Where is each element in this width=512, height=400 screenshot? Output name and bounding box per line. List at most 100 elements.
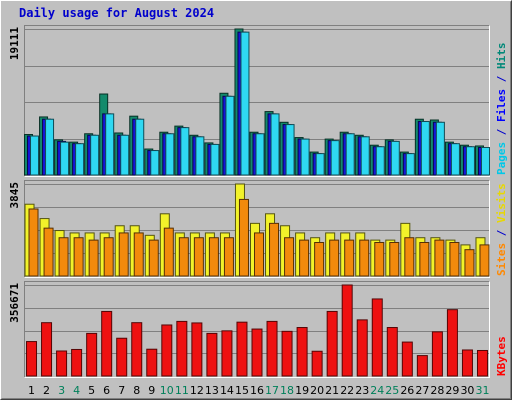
x-tick-day-7: 7 [118, 384, 125, 397]
legend-entry: / [495, 69, 508, 89]
x-tick-day-1: 1 [28, 384, 35, 397]
x-tick-day-3: 3 [58, 384, 65, 397]
bar-pages-day-5 [90, 134, 100, 176]
x-tick-day-24: 24 [370, 384, 384, 397]
bar-pages-day-11 [180, 127, 190, 176]
bar-kbytes-day-8 [131, 322, 143, 377]
bar-kbytes-day-9 [146, 348, 158, 377]
bar-sites-day-11 [178, 237, 189, 277]
bar-kbytes-day-24 [371, 298, 383, 377]
bar-sites-day-8 [133, 232, 144, 277]
bar-sites-day-15 [238, 198, 249, 277]
bar-pages-day-25 [390, 140, 400, 176]
bar-kbytes-day-5 [86, 332, 98, 377]
bar-sites-day-22 [344, 239, 355, 277]
plot-border-light [24, 25, 490, 177]
bar-pages-day-18 [285, 124, 295, 176]
bar-pages-day-23 [360, 136, 370, 176]
bar-sites-day-23 [359, 239, 370, 277]
bar-kbytes-day-7 [116, 337, 128, 377]
bar-pages-day-17 [270, 113, 280, 176]
bar-pages-day-12 [195, 136, 205, 176]
x-tick-day-2: 2 [43, 384, 50, 397]
x-tick-day-31: 31 [475, 384, 489, 397]
bar-kbytes-day-25 [386, 327, 398, 377]
x-tick-day-14: 14 [220, 384, 234, 397]
bar-sites-day-25 [389, 242, 400, 277]
bar-kbytes-day-2 [41, 322, 53, 377]
bar-pages-day-22 [345, 133, 355, 176]
bar-sites-day-27 [419, 242, 430, 277]
bar-sites-day-5 [88, 239, 99, 277]
bar-sites-day-28 [434, 239, 445, 277]
bar-sites-day-2 [43, 227, 54, 277]
bar-pages-day-27 [420, 121, 430, 176]
bar-kbytes-day-6 [101, 310, 113, 377]
bar-pages-day-26 [405, 153, 415, 176]
bar-kbytes-day-15 [236, 321, 248, 377]
bar-kbytes-day-21 [326, 310, 338, 377]
bar-kbytes-day-19 [296, 327, 308, 377]
panel-kbytes: 356671 KBytes [8, 281, 508, 378]
bar-pages-day-3 [60, 141, 70, 176]
bar-pages-day-15 [240, 31, 250, 176]
x-tick-day-21: 21 [325, 384, 339, 397]
x-tick-day-18: 18 [280, 384, 294, 397]
chart-title: Daily usage for August 2024 [19, 6, 214, 20]
bar-pages-day-30 [465, 146, 475, 176]
bar-sites-day-10 [163, 227, 174, 277]
bar-kbytes-day-13 [206, 332, 218, 377]
bar-sites-day-31 [479, 244, 490, 277]
x-tick-day-12: 12 [190, 384, 204, 397]
x-tick-day-26: 26 [400, 384, 414, 397]
bar-kbytes-day-10 [161, 324, 173, 377]
legend-hits-files-pages: Pages / Files / Hits [495, 43, 508, 176]
legend-entry: Visits [495, 183, 508, 223]
bar-sites-day-21 [329, 239, 340, 277]
bar-kbytes-day-18 [281, 330, 293, 377]
bar-sites-day-6 [103, 237, 114, 277]
bar-sites-day-9 [148, 239, 159, 277]
x-tick-day-16: 16 [250, 384, 264, 397]
bar-pages-day-20 [315, 153, 325, 176]
x-tick-day-22: 22 [340, 384, 354, 397]
bar-sites-day-14 [223, 237, 234, 277]
bar-sites-day-13 [208, 237, 219, 277]
bar-kbytes-day-11 [176, 320, 188, 377]
bar-pages-day-14 [225, 95, 235, 176]
x-tick-day-29: 29 [445, 384, 459, 397]
legend-visits-sites: Sites / Visits [495, 183, 508, 276]
x-tick-day-5: 5 [88, 384, 95, 397]
bar-pages-day-8 [135, 118, 145, 176]
x-tick-day-6: 6 [103, 384, 110, 397]
bar-kbytes-day-29 [446, 309, 458, 377]
bar-pages-day-10 [165, 133, 175, 176]
plot-border-dark [24, 281, 490, 378]
x-tick-day-25: 25 [385, 384, 399, 397]
bar-pages-day-4 [75, 143, 85, 176]
bar-kbytes-day-22 [341, 284, 353, 377]
bar-pages-day-16 [255, 133, 265, 176]
bar-sites-day-30 [464, 249, 475, 277]
bar-pages-day-9 [150, 150, 160, 176]
bar-kbytes-day-3 [56, 350, 68, 377]
bar-kbytes-day-28 [431, 331, 443, 377]
y-max-label: 356671 [8, 283, 21, 323]
bar-sites-day-1 [28, 208, 39, 277]
plot-border-light [24, 180, 490, 278]
legend-entry: Files [495, 89, 508, 122]
bar-sites-day-24 [374, 242, 385, 277]
bar-kbytes-day-4 [71, 348, 83, 377]
bar-sites-day-20 [314, 242, 325, 277]
bar-pages-day-6 [105, 113, 115, 176]
y-max-label: 19111 [8, 27, 21, 60]
legend-entry: Sites [495, 243, 508, 276]
panel-hits-files-pages: 19111 Pages / Files / Hits [8, 25, 508, 177]
legend-entry: KBytes [495, 336, 508, 376]
bar-pages-day-2 [45, 118, 55, 176]
bar-sites-day-18 [284, 237, 295, 277]
x-tick-day-8: 8 [133, 384, 140, 397]
plot-border-dark [24, 180, 490, 278]
bar-sites-day-29 [449, 242, 460, 277]
